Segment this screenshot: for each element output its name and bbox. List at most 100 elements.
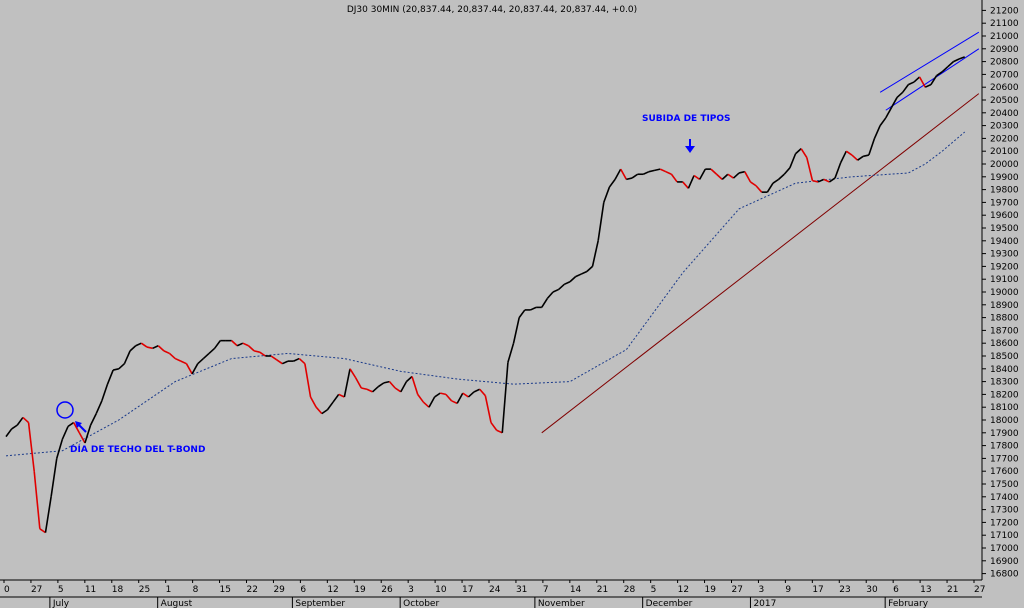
price-bar — [366, 388, 373, 393]
price-bar — [857, 155, 864, 161]
price-bar — [947, 61, 954, 68]
price-bar — [575, 273, 582, 278]
price-bar — [693, 174, 701, 181]
y-tick-label: 18500 — [990, 352, 1019, 362]
price-bar — [214, 340, 221, 349]
x-month-label: February — [888, 599, 929, 608]
x-tick-label: 21 — [947, 585, 958, 595]
price-bar — [354, 377, 362, 389]
price-bar — [422, 401, 430, 408]
x-tick-label: 6 — [893, 585, 899, 595]
x-tick-label: 27 — [31, 585, 42, 595]
price-bar — [659, 168, 667, 173]
price-bar — [879, 117, 887, 127]
x-tick-label: 28 — [624, 585, 636, 595]
y-tick-label: 18300 — [990, 378, 1019, 388]
price-bar — [738, 170, 745, 174]
y-tick-label: 19600 — [990, 211, 1019, 221]
price-bar — [789, 153, 797, 169]
price-bar — [953, 58, 960, 63]
y-tick-label: 19500 — [990, 224, 1019, 234]
price-bar — [343, 368, 351, 398]
price-bar — [530, 306, 537, 311]
y-tick-label: 21100 — [990, 19, 1019, 29]
price-bar — [72, 422, 81, 434]
y-tick-label: 21200 — [990, 6, 1019, 16]
price-bar — [197, 357, 204, 365]
y-tick-label: 20000 — [990, 160, 1019, 170]
price-bar — [783, 167, 791, 175]
price-bar — [902, 84, 909, 93]
price-bar — [67, 421, 75, 428]
price-bar — [851, 154, 859, 161]
price-bar — [716, 173, 723, 180]
price-bar — [490, 422, 498, 431]
annotation-label-tipos: SUBIDA DE TIPOS — [642, 114, 731, 124]
y-tick-label: 20700 — [990, 70, 1019, 80]
price-bar — [642, 170, 650, 175]
channel-lower-line — [885, 48, 980, 111]
price-bar — [231, 340, 238, 347]
price-bar — [558, 283, 565, 291]
price-bar — [388, 381, 396, 389]
price-bar — [78, 432, 86, 444]
y-tick-label: 17600 — [990, 467, 1019, 477]
price-bar — [405, 375, 413, 383]
x-month-label: December — [646, 599, 693, 608]
price-bar — [445, 393, 453, 402]
price-bar — [473, 388, 481, 393]
x-month-label: September — [295, 599, 345, 608]
y-tick-label: 18200 — [990, 390, 1019, 400]
price-bar — [50, 458, 58, 497]
support-trendline — [541, 93, 980, 434]
price-bar — [5, 428, 13, 438]
price-bar — [39, 528, 46, 534]
price-bar — [253, 350, 260, 353]
price-bar — [941, 66, 949, 73]
y-axis: 21200 21100 21000 20900 20800 20700 20600 20500… — [981, 0, 1019, 580]
x-tick-label: 13 — [920, 585, 931, 595]
price-bar — [236, 342, 244, 347]
price-bar — [174, 357, 182, 362]
y-tick-label: 18100 — [990, 403, 1019, 413]
price-bar — [614, 168, 622, 180]
price-bar — [896, 91, 904, 99]
price-bar — [913, 76, 921, 83]
price-bar — [563, 281, 571, 286]
price-bar — [383, 380, 390, 384]
x-month-label: November — [538, 599, 585, 608]
price-bar — [89, 413, 97, 426]
price-bar — [755, 185, 763, 193]
x-axis: 0 27 5 11 18 25 1 8 15 22 29 6 12 19 26 3 10 17 24 31 7 14 21 2… — [0, 579, 985, 608]
price-bar — [135, 342, 142, 347]
price-bar — [44, 496, 52, 533]
price-bar — [918, 76, 926, 88]
x-tick-label: 5 — [58, 585, 64, 595]
price-bar — [118, 363, 125, 370]
price-bar — [208, 347, 216, 355]
price-bar — [766, 182, 774, 193]
x-tick-label: 30 — [866, 585, 878, 595]
price-bar — [11, 424, 18, 430]
annotation-label-tbond: DÍA DE TECHO DEL T-BOND — [70, 443, 205, 455]
y-tick-label: 17700 — [990, 454, 1019, 464]
price-bar — [839, 150, 848, 164]
price-bar — [749, 181, 757, 187]
price-bar — [180, 360, 187, 365]
price-bar — [654, 168, 661, 172]
x-tick-label: 29 — [273, 585, 285, 595]
price-bar — [411, 376, 419, 395]
price-bar — [169, 352, 176, 360]
x-tick-label: 19 — [705, 585, 717, 595]
x-tick-label: 17 — [462, 585, 473, 595]
x-tick-label: 18 — [112, 585, 124, 595]
price-bar — [479, 388, 486, 397]
x-month-label: 2017 — [753, 599, 776, 608]
y-tick-label: 19400 — [990, 237, 1019, 247]
price-bar — [541, 297, 549, 308]
x-tick-label: 17 — [812, 585, 823, 595]
price-bar — [580, 270, 588, 275]
arrow-head-icon — [75, 421, 82, 428]
price-bar — [682, 181, 689, 189]
price-bar — [496, 429, 503, 434]
